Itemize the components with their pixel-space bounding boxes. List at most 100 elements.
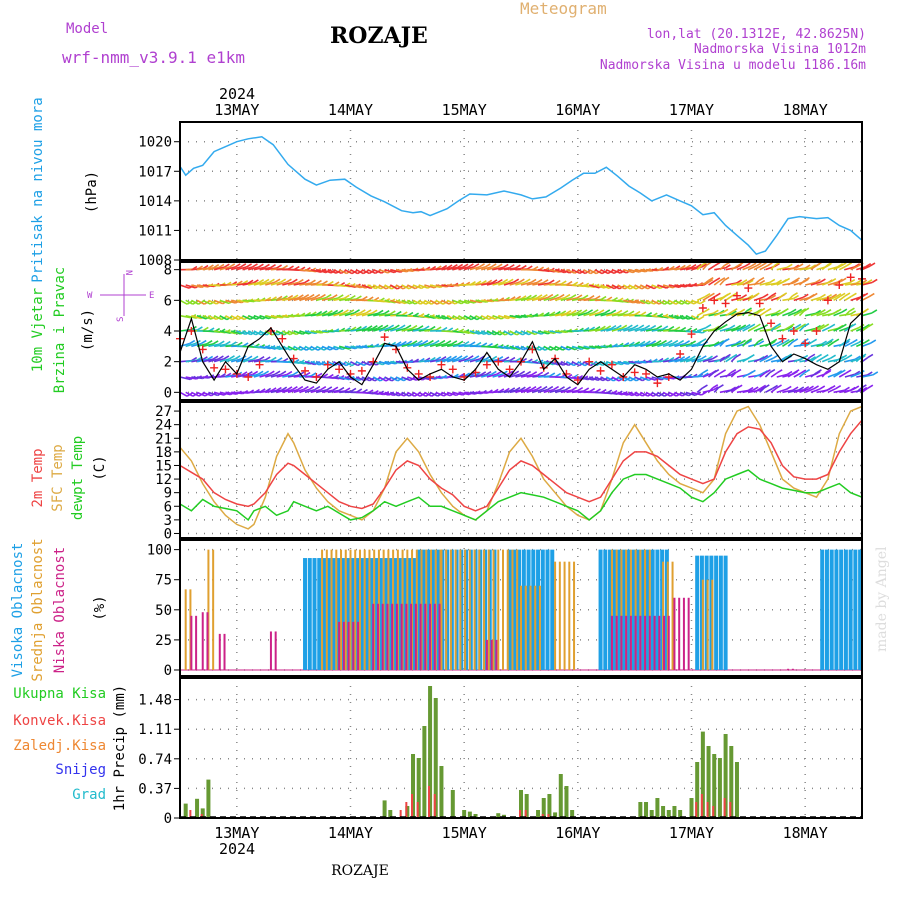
pressure-unit: (hPa) — [84, 171, 100, 213]
wind-arrow-head — [280, 370, 287, 376]
data-layer — [176, 136, 879, 818]
wind-arrow — [793, 311, 802, 317]
wind-arrow-head — [684, 340, 691, 345]
wind-arrow-head — [831, 293, 838, 299]
wind-arrow-head — [800, 308, 807, 313]
wind-arrow — [736, 265, 746, 271]
wind-arrow-head — [747, 279, 754, 284]
wind-arrow — [304, 268, 317, 273]
wind-arrow-head — [365, 309, 372, 314]
wind-arrow — [361, 284, 371, 290]
wind-arrow-head — [846, 354, 853, 359]
wind-arrow-head — [297, 385, 304, 391]
wind-arrow — [850, 265, 859, 271]
wind-arrow — [515, 345, 525, 351]
wind-arrow-head — [841, 354, 848, 359]
wind-arrow-head — [854, 263, 861, 268]
wind-arrow — [662, 391, 671, 397]
wind-arrow-head — [839, 369, 846, 374]
wind-arrow — [202, 343, 214, 348]
wind-arrow-head — [760, 384, 767, 390]
wind-arrow — [668, 299, 677, 305]
wind-arrow-head — [258, 355, 265, 361]
mid-cloud-bar — [634, 549, 637, 670]
wind-arrow-head — [813, 385, 819, 390]
wind-arrow — [407, 299, 416, 305]
low-cloud-bar — [372, 603, 375, 670]
wind-arrow — [543, 360, 554, 366]
gust-marker — [767, 319, 776, 328]
wind-arrow-head — [815, 309, 822, 315]
wind-arrow-head — [218, 263, 225, 269]
gust-marker — [630, 368, 639, 377]
wind-arrow-head — [769, 340, 776, 345]
wind-arrow — [287, 330, 297, 336]
wind-arrow-head — [830, 354, 837, 359]
wind-arrow-head — [463, 340, 470, 346]
wind-arrow — [685, 299, 695, 305]
wind-arrow-head — [361, 295, 368, 301]
high-cloud-bar — [383, 558, 388, 670]
wind-arrow-head — [491, 279, 498, 284]
wind-arrow-head — [229, 263, 236, 268]
wind-arrow — [549, 388, 560, 394]
wind-arrow-head — [736, 263, 742, 269]
gust-marker — [812, 327, 821, 335]
wind-arrow-head — [759, 307, 766, 313]
wind-arrow — [543, 268, 555, 273]
mid-cloud-bar — [648, 549, 651, 670]
mid-cloud-bar — [554, 561, 557, 670]
wind-arrow-head — [717, 384, 724, 389]
wind-arrow-head — [433, 339, 440, 345]
mid-cloud-bar — [358, 549, 361, 670]
mid-cloud-bar — [207, 549, 210, 670]
wind-arrow — [446, 266, 458, 271]
wind-arrow — [458, 314, 466, 321]
wind-arrow-head — [756, 308, 763, 313]
wind-arrow-head — [749, 323, 756, 328]
wind-arrow — [594, 376, 604, 382]
top-day-label: 16MAY — [555, 101, 600, 119]
wind-arrow — [742, 326, 751, 332]
wind-arrow-head — [735, 340, 742, 345]
wind-arrow — [293, 345, 302, 351]
high-cloud-bar — [326, 558, 331, 670]
ytick-label-temp: 12 — [155, 472, 172, 488]
wind-arrow-head — [520, 295, 527, 300]
low-cloud-bar — [395, 603, 398, 670]
wind-arrow — [821, 264, 828, 271]
gust-marker — [835, 281, 844, 289]
wind-arrow — [833, 389, 845, 394]
wind-arrow-head — [234, 355, 241, 360]
wind-arrow-head — [790, 308, 797, 314]
low-cloud-bar — [347, 621, 350, 670]
gust-marker — [289, 354, 298, 363]
wind-arrow — [622, 284, 631, 290]
wind-arrow-head — [598, 309, 605, 314]
total-precip-bar — [536, 810, 541, 818]
wind-arrow-head — [269, 278, 275, 283]
wind-arrow — [395, 391, 405, 397]
wind-arrow — [373, 391, 384, 396]
wind-arrow-head — [690, 340, 697, 345]
ytick-label-precip: 0 — [164, 811, 172, 827]
high-cloud-bar — [834, 549, 839, 670]
wind-arrow — [651, 376, 662, 381]
wind-arrow-head — [792, 292, 798, 297]
wind-arrow — [338, 360, 347, 367]
high-cloud-bar — [378, 558, 383, 670]
wind-arrow-head — [467, 355, 474, 360]
high-cloud-bar — [641, 549, 646, 670]
low-cloud-bar — [400, 603, 403, 670]
wind-arrow-head — [708, 292, 715, 297]
wind-arrow — [810, 343, 822, 348]
wind-arrow-head — [721, 323, 728, 329]
wind-arrow — [185, 284, 196, 289]
wind-arrow — [838, 372, 847, 378]
wind-arrow — [810, 356, 818, 363]
high-cloud-bar — [317, 558, 322, 670]
wind-arrow-head — [850, 310, 857, 315]
wind-arrow — [452, 299, 462, 305]
wind-arrow — [753, 326, 763, 332]
wind-arrow — [566, 360, 575, 367]
